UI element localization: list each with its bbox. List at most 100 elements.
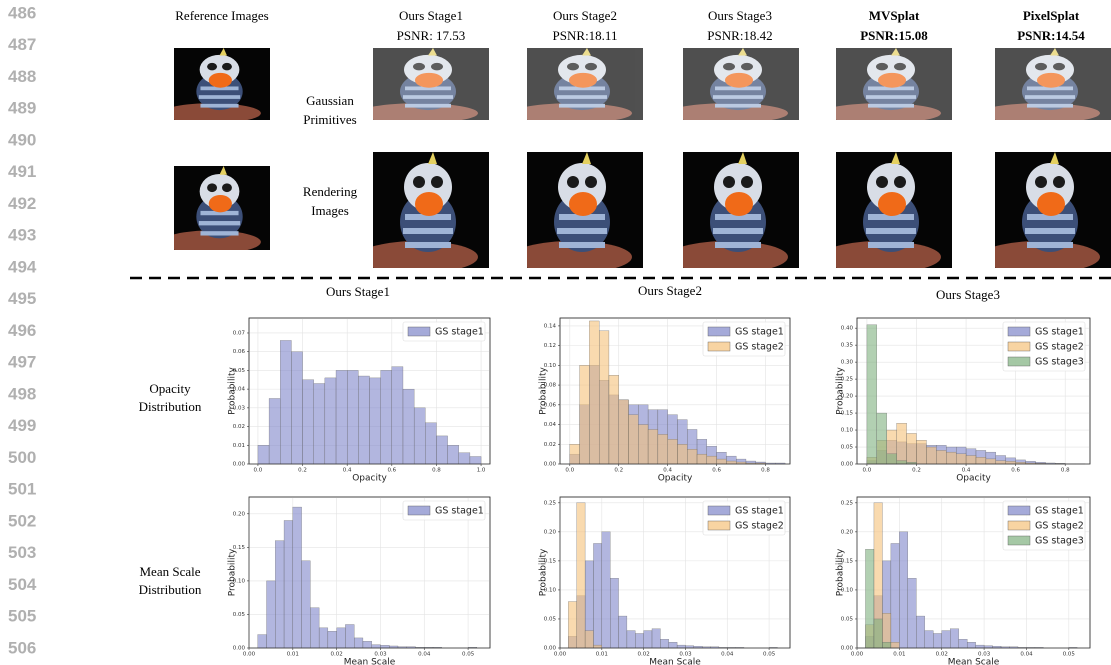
y-tick-label: 0.20 <box>544 529 557 535</box>
legend-label: GS stage2 <box>735 521 784 532</box>
x-axis-label: Opacity <box>352 474 387 484</box>
histogram-bar <box>436 436 447 464</box>
histogram-bar <box>959 639 967 648</box>
histogram-bar <box>345 625 354 648</box>
x-tick-label: 0.6 <box>1011 468 1020 474</box>
line-number: 494 <box>8 257 37 276</box>
image-content <box>821 48 952 123</box>
histogram-bar <box>669 642 677 648</box>
histogram-bar <box>570 444 580 464</box>
histogram-bar <box>658 434 668 464</box>
legend-label: GS stage2 <box>735 342 784 353</box>
image-content <box>668 152 799 273</box>
rendered-image <box>668 152 799 273</box>
histogram-bar <box>638 425 648 464</box>
rendered-image <box>821 152 952 273</box>
rendered-image <box>980 152 1111 273</box>
histogram-bar <box>577 503 585 648</box>
y-tick-label: 0.02 <box>544 442 556 448</box>
x-tick-label: 0.04 <box>721 652 734 658</box>
histogram-bar <box>629 415 639 464</box>
legend-label: GS stage1 <box>435 506 484 517</box>
histogram-bar <box>874 619 882 648</box>
histogram-bar <box>891 642 899 648</box>
histogram-bar <box>580 365 590 464</box>
x-tick-label: 0.2 <box>614 468 623 474</box>
image-content <box>980 48 1111 123</box>
histogram-bar <box>660 639 668 648</box>
x-tick-label: 0.02 <box>331 652 343 658</box>
y-tick-label: 0.00 <box>544 646 557 652</box>
histogram-bar <box>269 398 280 464</box>
histogram-bar <box>459 453 470 464</box>
psnr: PSNR: 17.53 <box>397 28 466 43</box>
y-axis-label: Probability <box>228 367 238 415</box>
histogram-bar <box>370 378 381 464</box>
histogram-bar <box>697 454 707 464</box>
legend-label: GS stage1 <box>1035 327 1084 338</box>
histogram-bar <box>946 452 956 464</box>
histogram-bar <box>627 631 635 648</box>
image-content <box>668 48 799 123</box>
legend-label: GS stage3 <box>1035 536 1084 547</box>
histogram-bar <box>635 633 643 648</box>
line-number: 490 <box>8 130 36 149</box>
line-number: 502 <box>8 511 36 530</box>
x-tick-label: 0.01 <box>596 652 608 658</box>
rendered-image <box>512 152 643 273</box>
psnr: PSNR:14.54 <box>1017 28 1085 43</box>
chart-column-title: Ours Stage1 <box>326 284 390 299</box>
histogram-bar <box>568 602 576 648</box>
row-label: Rendering <box>303 184 358 199</box>
y-tick-label: 0.25 <box>544 500 557 506</box>
gaussian-image <box>980 48 1111 123</box>
histogram-bar <box>319 628 328 648</box>
histogram-bar <box>609 375 619 464</box>
legend-swatch <box>708 506 730 515</box>
histogram-bar <box>403 389 414 464</box>
histogram-bar <box>925 631 933 648</box>
legend-label: GS stage3 <box>1035 357 1084 368</box>
legend-swatch <box>708 327 730 336</box>
histogram-bar <box>1006 461 1016 464</box>
histogram-bar <box>328 631 337 648</box>
gaussian-image <box>821 48 952 123</box>
line-number: 487 <box>8 35 36 54</box>
histogram-bar <box>291 352 302 464</box>
line-number: 488 <box>8 67 36 86</box>
x-tick-label: 0.2 <box>298 468 307 474</box>
histogram-bar <box>619 400 629 464</box>
y-axis-label: Probability <box>539 367 549 415</box>
x-axis-label: Opacity <box>956 474 991 484</box>
histogram-bar <box>996 461 1006 464</box>
line-number: 491 <box>8 162 36 181</box>
legend-swatch <box>708 342 730 351</box>
x-tick-label: 0.02 <box>638 652 650 658</box>
histogram-bar <box>967 642 975 648</box>
x-tick-label: 1.0 <box>477 468 486 474</box>
x-axis-label: Mean Scale <box>948 658 1000 665</box>
histogram-bar <box>258 635 267 648</box>
column-title: PixelSplat <box>1023 8 1080 23</box>
histogram-bar <box>717 459 727 464</box>
chart-column-title: Ours Stage2 <box>638 283 702 298</box>
line-number: 498 <box>8 384 36 403</box>
histogram-bar <box>258 445 269 464</box>
y-axis-label: Probability <box>539 548 549 596</box>
column-title: Ours Stage2 <box>553 8 617 23</box>
legend-swatch <box>408 327 430 336</box>
x-tick-label: 0.04 <box>418 652 431 658</box>
histogram-bar <box>933 633 941 648</box>
histogram-bar <box>425 423 436 464</box>
gaussian-image <box>358 48 489 123</box>
x-tick-label: 0.01 <box>893 652 905 658</box>
image-grid <box>162 48 270 254</box>
legend-swatch <box>408 506 430 515</box>
y-tick-label: 0.12 <box>544 343 556 349</box>
histogram-bar <box>284 520 293 648</box>
histogram-bar <box>899 532 907 648</box>
gaussian-image <box>668 48 799 123</box>
x-tick-label: 0.6 <box>712 468 721 474</box>
histogram-bar <box>303 380 314 464</box>
